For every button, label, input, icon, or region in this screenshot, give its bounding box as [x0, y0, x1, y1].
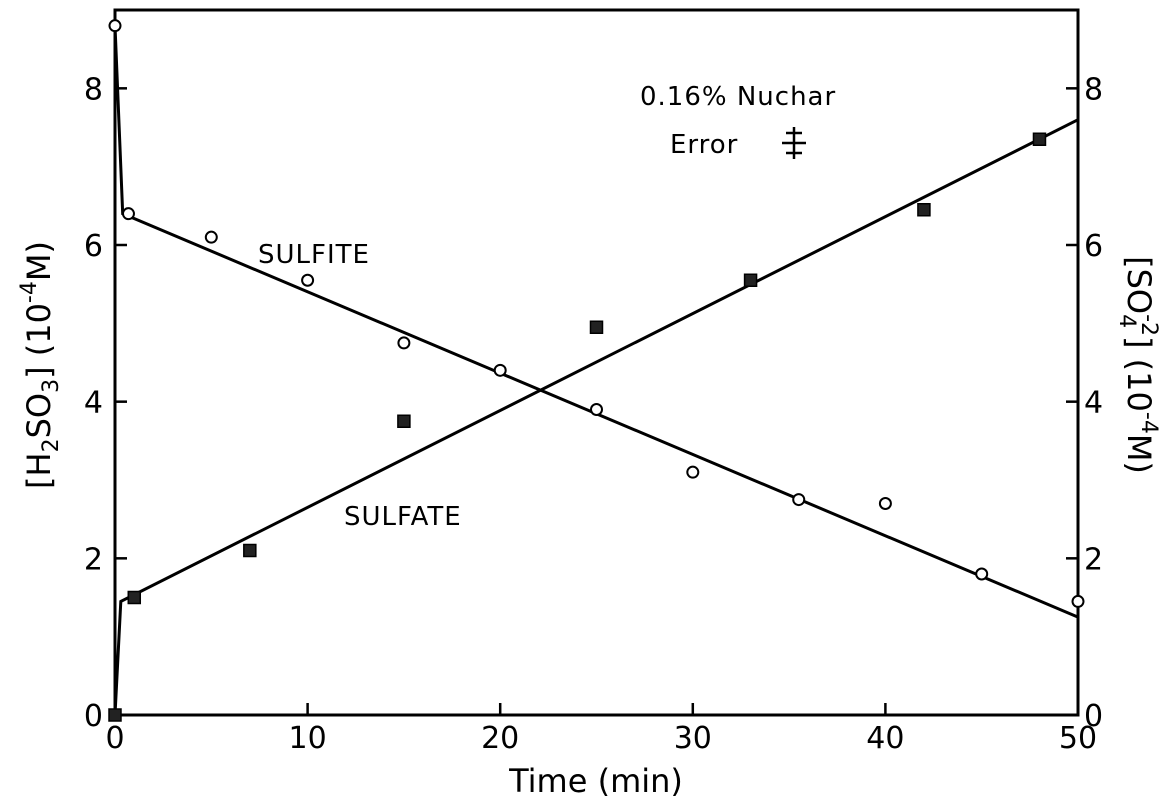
sulfate-point [243, 543, 257, 558]
y-axis-right-title: [SO4-2] (10-4M) [1114, 256, 1161, 474]
x-axis-title: Time (min) [508, 762, 683, 800]
x-tick-label: 0 [105, 721, 124, 756]
sulfate-point [127, 590, 142, 605]
sulfite-point [301, 273, 315, 287]
sulfite-point [121, 207, 135, 221]
svg-text:[SO4-2] (10-4M): [SO4-2] (10-4M) [1114, 256, 1161, 474]
y-left-tick-label: 0 [84, 699, 103, 734]
sulfite-point [493, 363, 507, 377]
y-axis-left-title: [H2SO3] (10-4M) [17, 241, 64, 489]
y-right-tick-label: 2 [1084, 542, 1103, 577]
condition-annotation: 0.16% Nuchar [640, 82, 836, 112]
y-right-tick-label: 8 [1084, 72, 1103, 107]
sulfite-point [878, 497, 892, 510]
data-markers [108, 19, 1085, 722]
sulfite-point [397, 336, 411, 350]
x-tick-label: 10 [289, 721, 327, 756]
y-left-tick-label: 2 [84, 542, 103, 577]
error-annotation: Error [670, 130, 738, 160]
sulfate-label: SULFATE [344, 502, 462, 532]
x-tick-label: 40 [866, 721, 904, 756]
y-axis-ticks: 0 0 2 2 4 4 6 6 8 8 [84, 72, 1103, 734]
x-axis-ticks: 0 10 20 30 40 50 [105, 703, 1097, 756]
y-left-tick-label: 8 [84, 72, 103, 107]
sulfite-point [686, 465, 700, 479]
sulfite-point [1071, 594, 1085, 608]
y-right-tick-label: 4 [1084, 386, 1103, 421]
y-right-tick-label: 6 [1084, 229, 1103, 264]
sulfite-label: SULFITE [258, 240, 370, 270]
sulfate-point [1032, 132, 1047, 146]
x-tick-label: 20 [481, 721, 519, 756]
x-tick-label: 50 [1059, 721, 1097, 756]
sulfate-point [743, 273, 758, 287]
plot-frame [113, 8, 1080, 717]
sulfite-point [108, 19, 122, 33]
svg-text:[H2SO3] (10-4M): [H2SO3] (10-4M) [17, 241, 64, 489]
fit-lines [113, 25, 1079, 716]
sulfite-point [792, 493, 806, 507]
y-left-tick-label: 4 [84, 386, 103, 421]
sulfate-point [917, 203, 931, 217]
x-tick-label: 30 [674, 721, 712, 756]
sulfate-point [589, 320, 604, 334]
y-right-tick-label: 0 [1084, 699, 1103, 734]
sulfate-point [108, 708, 122, 722]
error-bar-symbol [782, 127, 806, 159]
sulfite-point [590, 403, 603, 416]
sulfate-fit-line [113, 118, 1079, 716]
sulfate-point [397, 414, 411, 428]
sulfite-point [204, 230, 218, 244]
y-left-tick-label: 6 [84, 229, 103, 264]
sulfite-point [975, 567, 989, 581]
